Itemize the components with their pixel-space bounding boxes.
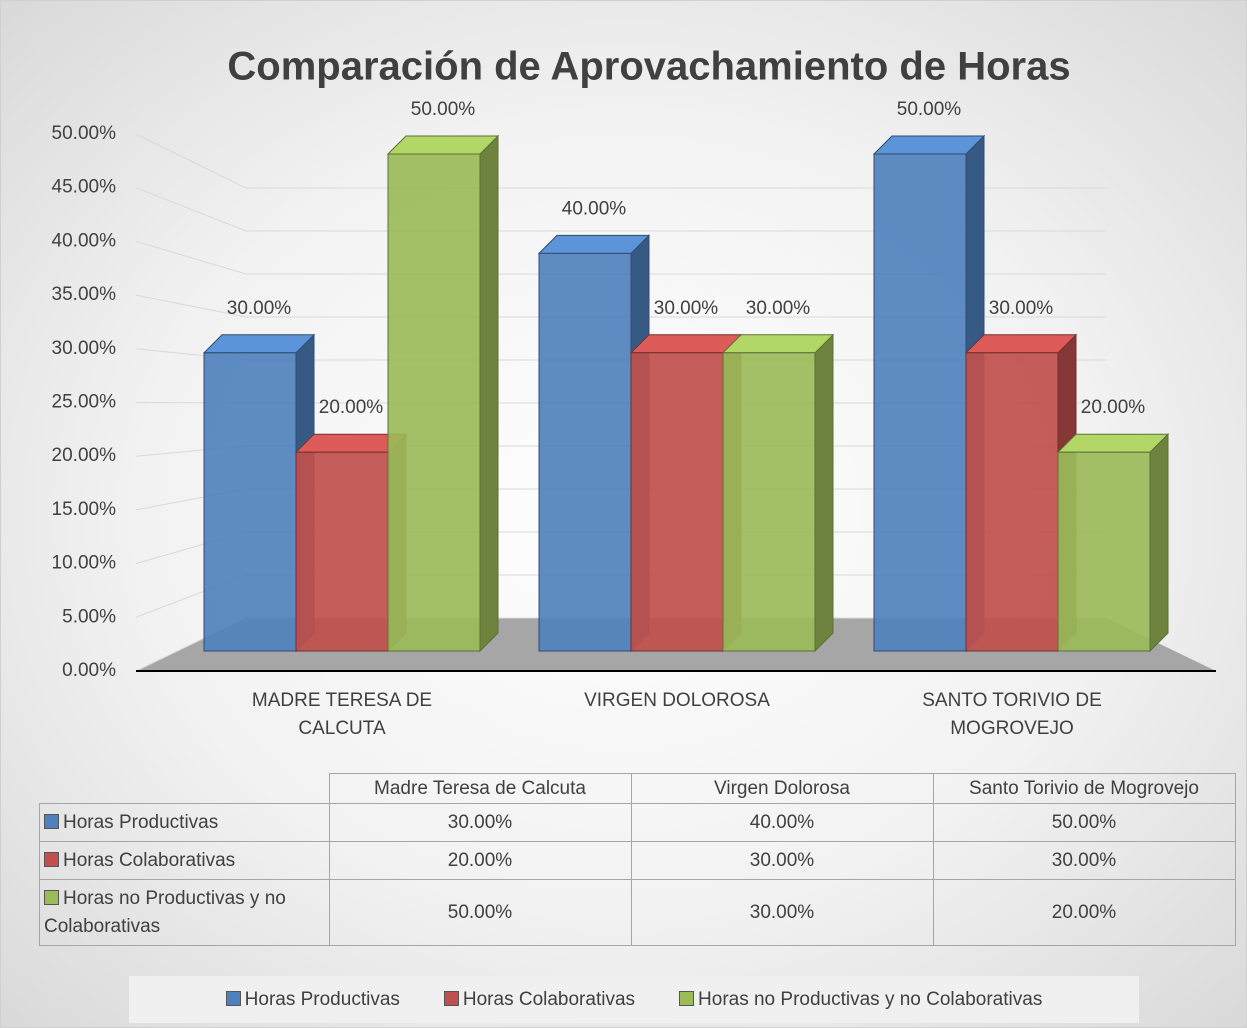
bar	[538, 252, 632, 652]
swatch	[44, 889, 59, 905]
table-row: Horas Productivas 30.00% 40.00% 50.00%	[39, 803, 1236, 842]
table-row-header: Horas Productivas	[39, 803, 330, 842]
table-corner	[39, 773, 330, 804]
y-tick-label: 0.00%	[62, 660, 116, 681]
y-tick-label: 45.00%	[52, 177, 117, 198]
table-row: Horas no Productivas y no Colaborativas 5…	[39, 879, 1236, 946]
bar	[873, 153, 967, 652]
table-row-header: Horas Colaborativas	[39, 841, 330, 880]
y-tick-label: 40.00%	[52, 230, 117, 251]
grid-line	[135, 294, 1106, 318]
x-tick-label: SANTO TORIVIO DE MOGROVEJO	[922, 690, 1102, 739]
table-column: Virgen Dolorosa	[630, 773, 934, 804]
legend-item: Horas no Productivas y no Colaborativas	[679, 989, 1042, 1011]
table-cell: 40.00%	[630, 803, 934, 842]
y-tick-label: 35.00%	[52, 284, 117, 305]
bar-top	[537, 234, 651, 254]
bar	[203, 352, 297, 652]
table-column: Madre Teresa de Calcuta	[328, 773, 632, 804]
grid-line	[135, 240, 1106, 275]
swatch	[44, 813, 59, 829]
bar	[722, 352, 816, 652]
chart-title: Comparación de Aprovachamiento de Horas	[227, 45, 1070, 89]
swatch	[44, 851, 59, 867]
data-label: 50.00%	[897, 99, 962, 120]
bar-top	[721, 334, 835, 354]
bar	[630, 352, 724, 652]
grid-line	[135, 187, 1106, 232]
row-name: Horas Productivas	[63, 811, 219, 833]
row-name: Horas Colaborativas	[63, 849, 236, 871]
bar-side	[814, 333, 834, 653]
table-cell: 20.00%	[932, 879, 1236, 946]
table-column: Santo Torivio de Mogrovejo	[932, 773, 1236, 804]
y-tick-label: 15.00%	[52, 499, 117, 520]
data-label: 30.00%	[227, 298, 292, 319]
table-cell: 30.00%	[630, 879, 934, 946]
data-label: 20.00%	[319, 397, 384, 418]
legend: Horas Productivas Horas Colaborativas Hora…	[129, 976, 1139, 1023]
y-tick-label: 5.00%	[62, 606, 116, 627]
table-cell: 20.00%	[328, 841, 632, 880]
legend-label: Horas Colaborativas	[462, 988, 636, 1010]
table-cell: 30.00%	[630, 841, 934, 880]
bar	[965, 352, 1059, 652]
bar-top	[629, 334, 743, 354]
data-table: Madre Teresa de Calcuta Virgen Dolorosa Sa…	[39, 773, 1236, 946]
table-cell: 50.00%	[328, 879, 632, 946]
legend-item: Horas Colaborativas	[443, 988, 636, 1011]
table-row-header: Horas no Productivas y no Colaborativas	[39, 879, 330, 946]
bar-side	[479, 134, 499, 653]
y-tick-label: 10.00%	[52, 553, 117, 574]
data-label: 20.00%	[1081, 397, 1146, 418]
legend-item: Horas Productivas	[225, 988, 400, 1011]
y-tick-label: 20.00%	[52, 445, 117, 466]
legend-swatch	[443, 990, 459, 1006]
bar	[387, 153, 481, 652]
data-label: 40.00%	[562, 198, 627, 219]
table-cell: 30.00%	[932, 841, 1236, 880]
bar	[1057, 451, 1151, 652]
y-tick-label: 25.00%	[52, 392, 117, 413]
table-header: Madre Teresa de Calcuta Virgen Dolorosa Sa…	[39, 773, 1236, 804]
data-label: 30.00%	[746, 298, 811, 319]
x-tick-label: MADRE TERESA DE CALCUTA	[251, 690, 433, 739]
bar-top	[202, 334, 316, 354]
y-tick-label: 50.00%	[52, 123, 117, 144]
bar-top	[386, 135, 500, 155]
legend-swatch	[679, 990, 695, 1006]
bar-top	[1056, 433, 1170, 453]
data-label: 50.00%	[411, 99, 476, 120]
bar	[295, 451, 389, 652]
bar-side	[1149, 432, 1169, 653]
data-label: 30.00%	[654, 298, 719, 319]
y-tick-label: 30.00%	[52, 338, 117, 359]
row-name: Horas no Productivas y no Colaborativas	[44, 887, 286, 937]
table-row: Horas Colaborativas 20.00% 30.00% 30.00%	[39, 841, 1236, 880]
bar-top	[872, 135, 986, 155]
legend-swatch	[225, 990, 241, 1006]
table-cell: 50.00%	[932, 803, 1236, 842]
bar-top	[964, 334, 1078, 354]
grid-line	[135, 133, 1106, 189]
legend-label: Horas Productivas	[244, 988, 400, 1010]
data-label: 30.00%	[989, 298, 1054, 319]
x-tick-label: VIRGEN DOLOROSA	[584, 690, 770, 711]
legend-label: Horas no Productivas y no Colaborativas	[698, 988, 1043, 1010]
table-cell: 30.00%	[328, 803, 632, 842]
